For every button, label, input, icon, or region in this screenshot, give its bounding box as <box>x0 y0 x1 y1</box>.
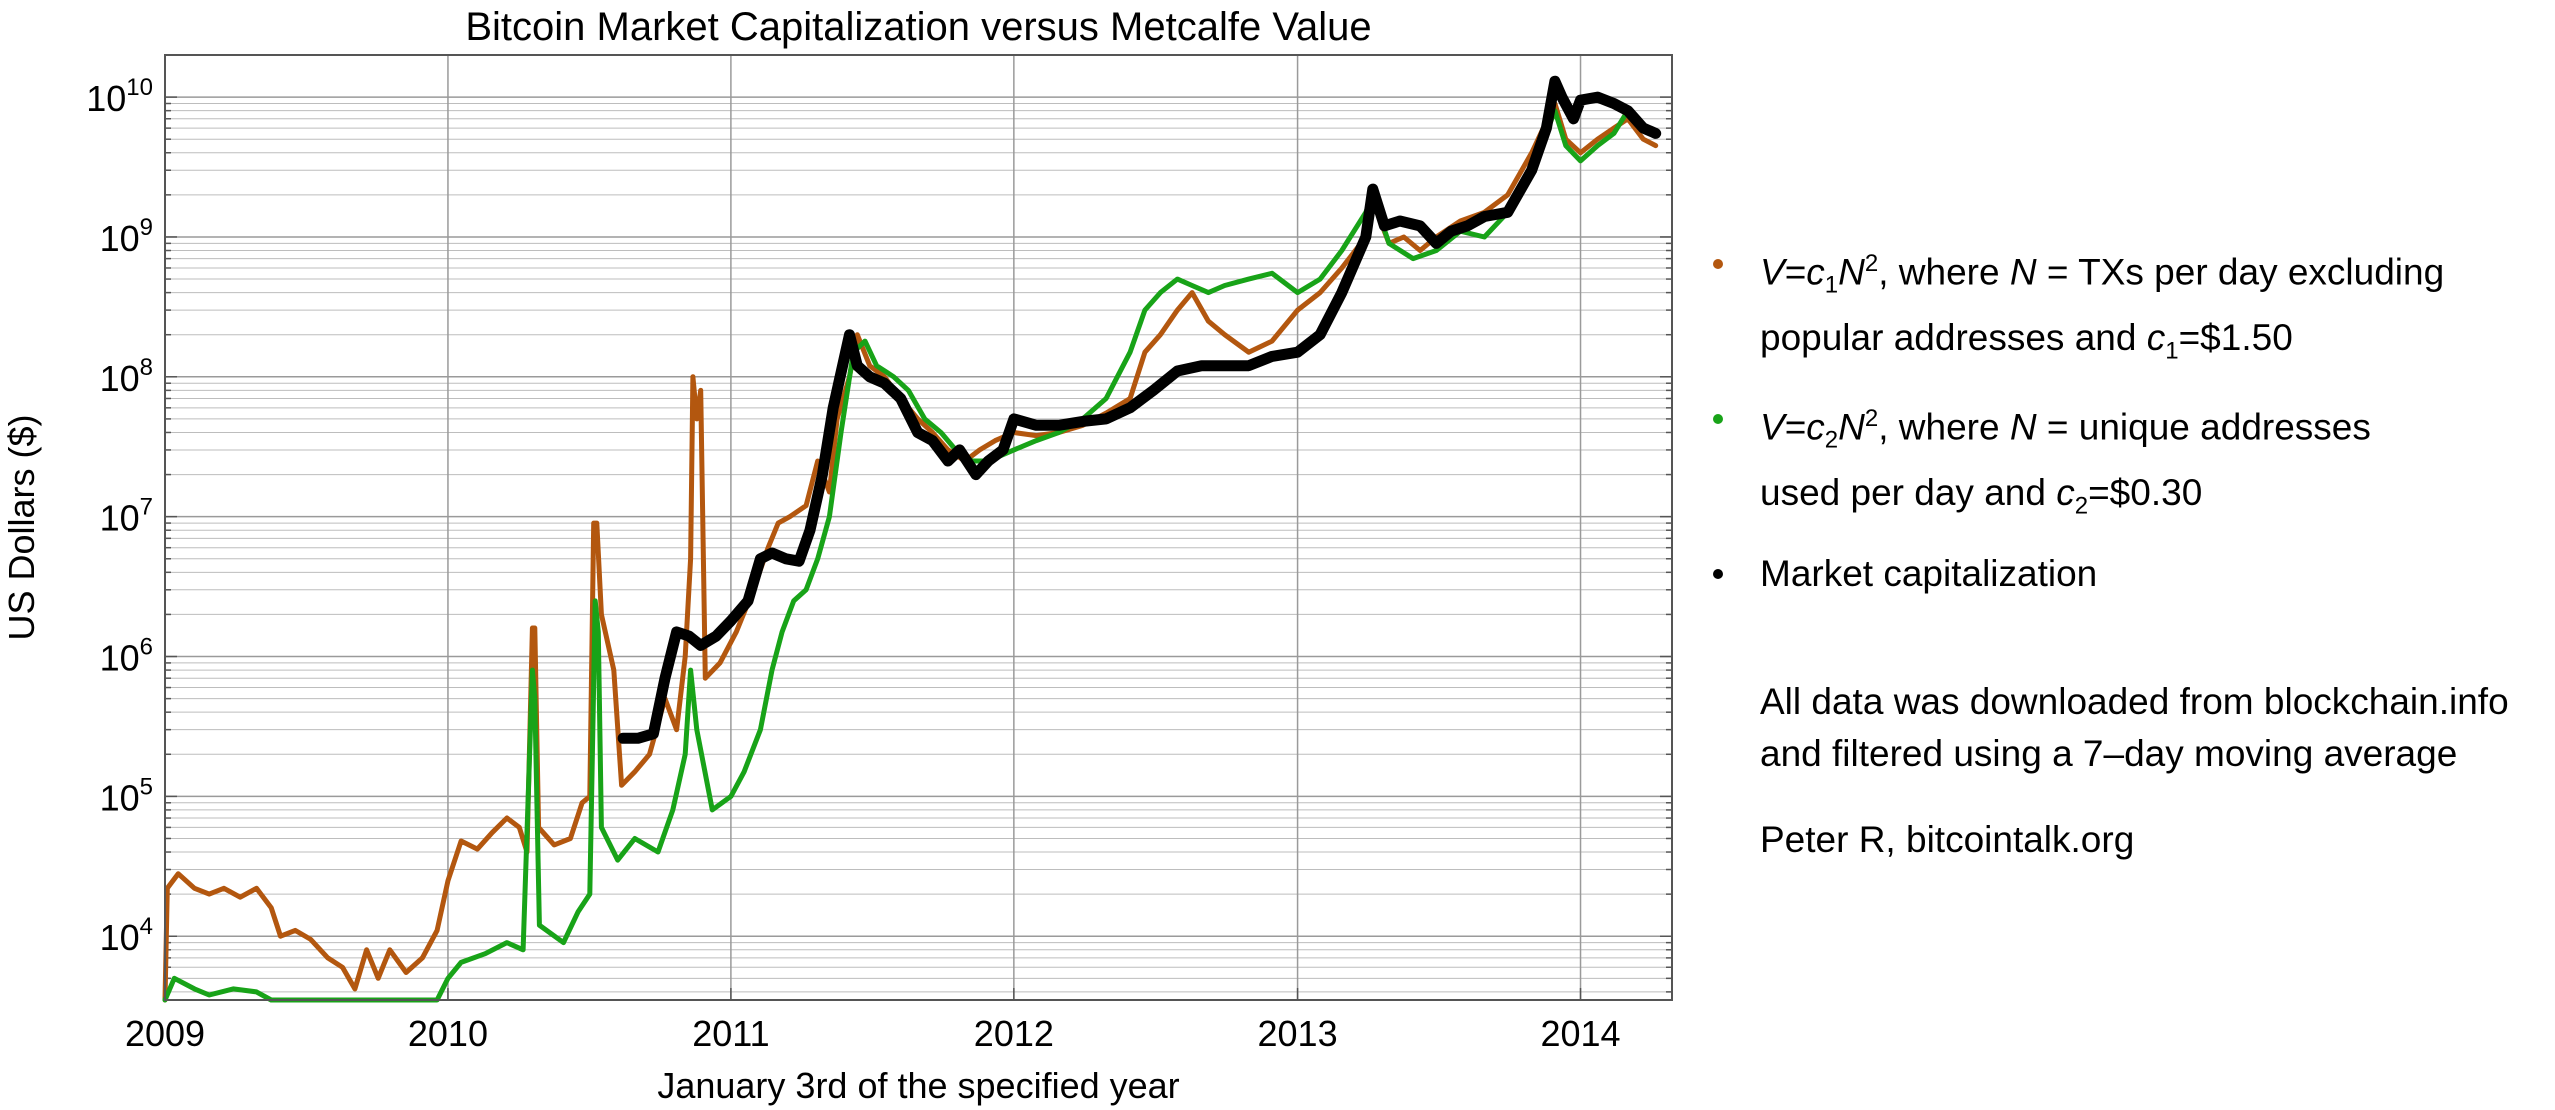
chart-notes: All data was downloaded from blockchain.… <box>1760 676 2509 900</box>
legend: V=c1N2, where N = TXs per day excluding … <box>1700 238 2540 616</box>
x-tick-label: 2012 <box>974 1013 1054 1054</box>
legend-item-metcalfe-addresses: V=c2N2, where N = unique addresses used … <box>1700 393 2540 532</box>
legend-marker-green <box>1713 414 1723 425</box>
x-tick-label: 2013 <box>1258 1013 1338 1054</box>
note-source-line2: and filtered using a 7–day moving averag… <box>1760 733 2458 774</box>
legend-marker-black <box>1713 569 1723 580</box>
chart-area: 2009 2010 2011 2012 2013 2014 104 105 106 107 108 1… <box>1 5 1673 1106</box>
y-tick-label: 106 <box>100 634 153 679</box>
legend-label-market-cap: Market capitalization <box>1760 553 2098 595</box>
x-tick-label: 2010 <box>408 1013 488 1054</box>
plot-frame <box>164 54 1673 1001</box>
y-tick-label: 104 <box>100 913 153 958</box>
y-tick-label: 1010 <box>86 74 153 119</box>
legend-item-market-cap: Market capitalization <box>1700 548 2540 600</box>
series-line-2 <box>617 75 1662 744</box>
note-author: Peter R, bitcointalk.org <box>1760 819 2135 860</box>
x-axis-label: January 3rd of the specified year <box>657 1065 1179 1106</box>
legend-marker-orange <box>1713 259 1723 269</box>
x-tick-label: 2014 <box>1540 1013 1620 1054</box>
y-tick-label: 105 <box>100 773 153 818</box>
y-tick-label: 108 <box>100 354 153 399</box>
x-tick-label: 2009 <box>125 1013 205 1054</box>
x-tick-label: 2011 <box>692 1013 769 1054</box>
note-source-line1: All data was downloaded from blockchain.… <box>1760 681 2509 722</box>
legend-item-metcalfe-txs: V=c1N2, where N = TXs per day excluding … <box>1700 238 2540 377</box>
y-tick-label: 107 <box>100 494 153 539</box>
y-axis-label: US Dollars ($) <box>1 414 42 640</box>
chart-title: Bitcoin Market Capitalization versus Met… <box>465 5 1371 49</box>
series-line-1 <box>162 108 1659 1003</box>
y-tick-label: 109 <box>100 214 153 259</box>
